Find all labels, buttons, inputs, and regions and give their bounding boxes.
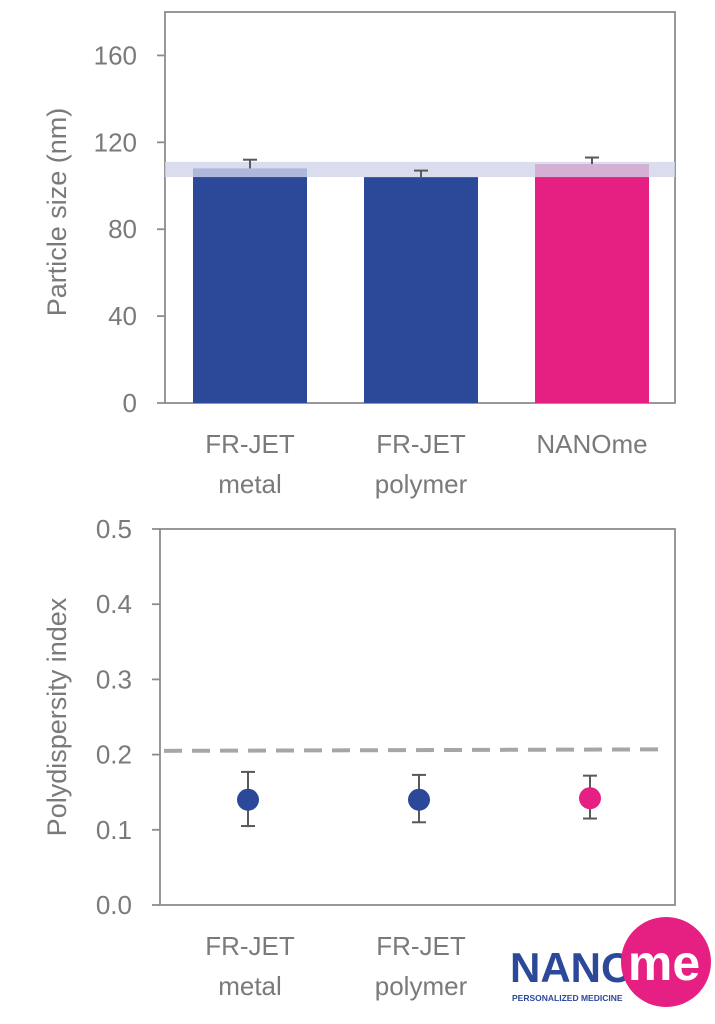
bottom-category-label-0-0: FR-JET [205, 931, 295, 961]
top-y-tick-label-0: 0 [123, 388, 137, 418]
logo-word: NANO [510, 944, 634, 991]
point-0 [237, 788, 259, 811]
polydispersity-chart: Polydispersity index 0.0 0.1 0.2 0.3 0.4 0.5 F… [42, 514, 676, 1001]
point-1 [408, 788, 430, 811]
bottom-y-tick-label-0: 0.0 [96, 890, 132, 920]
bottom-y-tick-label-4: 0.4 [96, 589, 132, 619]
top-y-tick-label-3: 120 [94, 127, 137, 157]
top-category-label-1-0: FR-JET [376, 429, 466, 459]
point-2 [579, 787, 601, 810]
top-y-tick-label-1: 40 [108, 301, 137, 331]
top-y-tick-label-2: 80 [108, 214, 137, 244]
bottom-y-tick-label-5: 0.5 [96, 514, 132, 544]
top-category-label-0-0: FR-JET [205, 429, 295, 459]
logo-mark: me [628, 935, 700, 991]
bottom-y-tick-label-3: 0.3 [96, 664, 132, 694]
bottom-y-axis-label: Polydispersity index [42, 597, 72, 836]
top-category-label-0-1: metal [218, 469, 282, 499]
bar-2 [535, 164, 649, 403]
logo-tagline: PERSONALIZED MEDICINE [512, 993, 623, 1003]
bottom-category-label-1-0: FR-JET [376, 931, 466, 961]
threshold-line [163, 747, 668, 753]
bottom-y-tick-label-2: 0.2 [96, 740, 132, 770]
top-category-label-1-1: polymer [375, 469, 468, 499]
top-category-label-2-0: NANOme [536, 429, 647, 459]
reference-band [165, 161, 675, 178]
top-y-axis-label: Particle size (nm) [42, 108, 72, 317]
particle-size-chart: Particle size (nm) 0 40 80 120 160 FR-JET meta… [42, 11, 676, 499]
bottom-category-label-0-1: metal [218, 971, 282, 1001]
bottom-y-tick-label-1: 0.1 [96, 815, 132, 845]
bar-0 [193, 168, 307, 403]
bottom-plot-frame [159, 528, 676, 906]
top-y-tick-label-4: 160 [94, 40, 137, 70]
logo-mark-circle [621, 917, 711, 1007]
bottom-category-label-1-1: polymer [375, 971, 468, 1001]
nanome-logo: NANO me PERSONALIZED MEDICINE [510, 917, 711, 1007]
bar-1 [364, 177, 478, 403]
